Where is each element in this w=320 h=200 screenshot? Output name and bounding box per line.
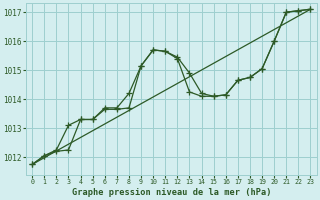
X-axis label: Graphe pression niveau de la mer (hPa): Graphe pression niveau de la mer (hPa) [72,188,271,197]
